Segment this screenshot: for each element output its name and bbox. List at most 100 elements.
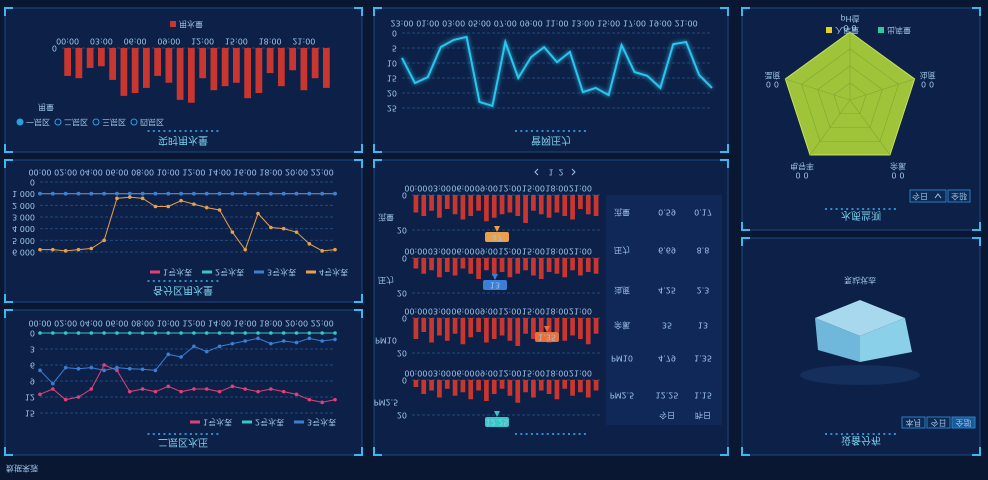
title-dot	[856, 433, 859, 435]
period-select[interactable]	[909, 189, 947, 203]
series-point	[38, 368, 42, 373]
legend-label: 3号水表	[267, 268, 296, 278]
series-point	[51, 387, 55, 391]
title-dot	[525, 130, 528, 132]
panel-corner	[972, 7, 981, 16]
value-badge-label: 12.25	[486, 418, 509, 427]
y-tick-label: 4 000	[12, 224, 35, 233]
bar	[452, 258, 458, 276]
table-cell: 0.17	[694, 208, 712, 217]
x-tick-label: 06:00	[105, 319, 128, 328]
badge-pin	[494, 411, 500, 417]
series-point	[63, 365, 68, 370]
title-dot	[893, 433, 896, 435]
series-point	[127, 389, 132, 394]
bar	[491, 380, 497, 394]
series-point	[294, 331, 299, 335]
series-point	[294, 392, 299, 397]
bar	[491, 318, 497, 339]
bar	[429, 380, 434, 391]
scene-button[interactable]	[901, 416, 926, 429]
series-point	[89, 246, 94, 251]
x-tick-label: 15:00	[522, 184, 545, 193]
x-tick-label: 22:00	[311, 319, 334, 328]
series-point	[76, 366, 81, 371]
scope-button[interactable]	[947, 189, 971, 203]
pager-prev[interactable]	[534, 168, 539, 176]
title-dot	[147, 130, 150, 132]
x-tick-label: 23:00	[390, 19, 413, 28]
scene-button[interactable]	[926, 416, 951, 429]
bar	[413, 258, 419, 269]
y-tick-label: 20	[397, 349, 407, 358]
series-point	[320, 249, 324, 253]
series-point	[192, 387, 196, 391]
radio-button[interactable]	[92, 118, 100, 126]
chart-title: 各分区用水量	[153, 284, 213, 297]
x-tick-label: 12:00	[498, 369, 521, 378]
bar	[86, 48, 94, 68]
title-dot	[525, 433, 528, 435]
series-point	[179, 198, 183, 203]
series-point	[102, 368, 106, 373]
y-tick-label: 5	[392, 44, 397, 53]
bar	[484, 195, 489, 222]
legend-label: 出库量	[887, 26, 911, 36]
badge-pin	[494, 226, 500, 232]
series-point	[204, 191, 209, 196]
radio-button[interactable]	[16, 118, 24, 126]
legend-label: 用水量	[179, 20, 203, 30]
radio-button[interactable]	[130, 118, 138, 126]
y-tick-label: 12	[25, 393, 35, 402]
title-dot	[851, 208, 854, 210]
pager-next[interactable]	[571, 168, 576, 176]
series-point	[269, 331, 273, 335]
panel-corner	[720, 159, 729, 168]
series-point	[179, 331, 183, 335]
x-tick-label: 12:00	[191, 37, 214, 46]
bar	[531, 318, 536, 339]
title-dot	[530, 433, 533, 435]
table-cell: PM2.5	[610, 391, 634, 400]
panel-corner	[972, 222, 981, 231]
radio-button[interactable]	[54, 118, 62, 126]
bar	[593, 195, 599, 216]
x-tick-label: 18:00	[259, 319, 282, 328]
x-tick-label: 03:00	[90, 37, 113, 46]
chart-title: 管网压力	[531, 134, 571, 147]
bar	[570, 318, 575, 336]
y-tick-label: 9	[30, 377, 35, 386]
bar	[468, 380, 474, 400]
series-point	[269, 341, 273, 346]
x-tick-label: 13:00	[571, 19, 594, 28]
title-dot	[856, 208, 859, 210]
title-dot	[168, 433, 171, 435]
bar	[165, 48, 173, 83]
x-tick-label: 18:00	[259, 37, 282, 46]
x-tick-label: 18:00	[545, 369, 568, 378]
title-dot	[152, 130, 155, 132]
table-cell: 流量	[614, 208, 630, 218]
bar	[554, 195, 560, 213]
title-dot	[147, 280, 150, 282]
bar	[515, 318, 521, 346]
title-dot	[830, 433, 833, 435]
x-tick-label: 21:00	[292, 37, 315, 46]
bar	[570, 195, 575, 220]
bar	[98, 48, 105, 67]
bar	[255, 48, 263, 94]
y-tick-label: 0	[392, 29, 397, 38]
title-dot	[520, 433, 523, 435]
bar	[523, 258, 528, 271]
scene-button[interactable]	[951, 416, 976, 429]
title-dot	[179, 130, 182, 132]
x-tick-label: 12:00	[498, 184, 521, 193]
series-point	[217, 191, 222, 196]
legend-swatch	[202, 270, 212, 274]
series-point	[153, 191, 158, 196]
value-badge-label: 1.35	[538, 333, 556, 342]
bar	[507, 380, 513, 396]
x-tick-label: 20:00	[285, 319, 308, 328]
x-tick-label: 06:00	[105, 168, 128, 177]
title-dot	[179, 433, 182, 435]
